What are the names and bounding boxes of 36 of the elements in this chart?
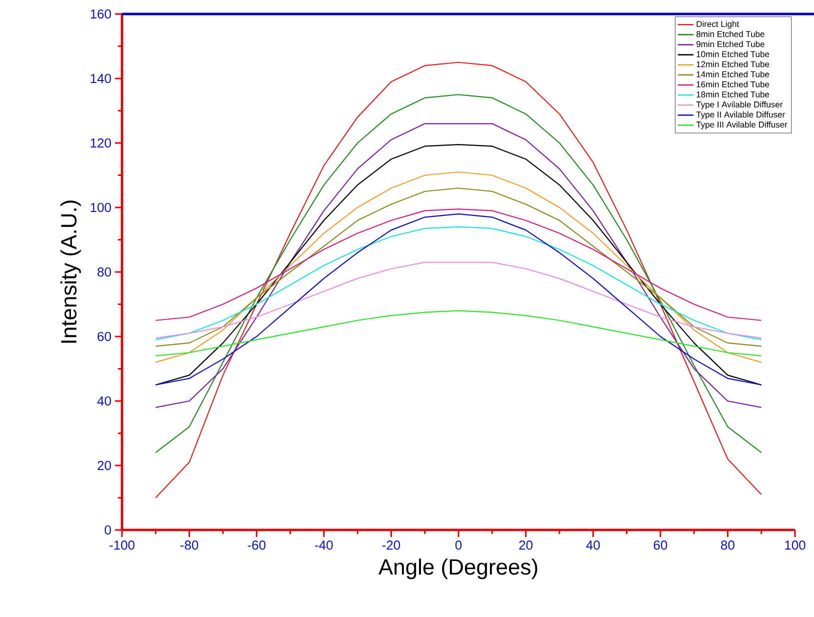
x-tick-label: -40: [315, 540, 333, 550]
x-tick-label: 100: [785, 540, 806, 550]
x-tick-label: 0: [455, 540, 462, 550]
y-tick-label: 120: [90, 138, 111, 148]
x-tick-label: 20: [519, 540, 533, 550]
legend-label: 18min Etched Tube: [696, 91, 770, 98]
y-axis-title: Intensity (A.U.): [60, 200, 81, 343]
x-tick-label: -80: [180, 540, 198, 550]
line-series: [155, 171, 762, 363]
legend-label: Type II Avilable Diffuser: [696, 111, 785, 120]
y-tick-label: 60: [98, 332, 111, 342]
legend-label: Type III Avilable Diffuser: [696, 121, 788, 130]
y-tick-label: 140: [90, 74, 111, 84]
legend-label: 16min Etched Tube: [696, 81, 770, 88]
y-tick-label: 0: [104, 525, 111, 535]
line-series: [155, 213, 762, 386]
line-series: [155, 188, 762, 347]
y-tick-label: 100: [90, 202, 111, 212]
y-tick-label: 80: [98, 267, 111, 277]
y-tick-label: 160: [90, 9, 111, 19]
legend-label: 10min Etched Tube: [696, 50, 770, 58]
x-tick-label: -60: [248, 540, 266, 550]
y-tick-label: 40: [97, 396, 111, 406]
x-tick-label: 80: [721, 540, 734, 550]
x-tick-label: 40: [586, 540, 600, 550]
x-axis-title: Angle (Degrees): [378, 558, 538, 580]
legend-label: 12min Etched Tube: [696, 61, 770, 68]
legend-label: 14min Etched Tube: [696, 71, 770, 78]
legend-label: 9min Etched Tube: [696, 40, 764, 48]
x-tick-label: -20: [382, 540, 400, 550]
legend-label: Type I Avilable Diffuser: [696, 101, 783, 110]
x-tick-label: 60: [654, 540, 668, 550]
legend-label: 8min Etched Tube: [696, 30, 764, 38]
legend-label: Direct Light: [696, 20, 740, 29]
x-tick-label: -100: [110, 540, 135, 550]
y-tick-label: 20: [98, 460, 111, 470]
